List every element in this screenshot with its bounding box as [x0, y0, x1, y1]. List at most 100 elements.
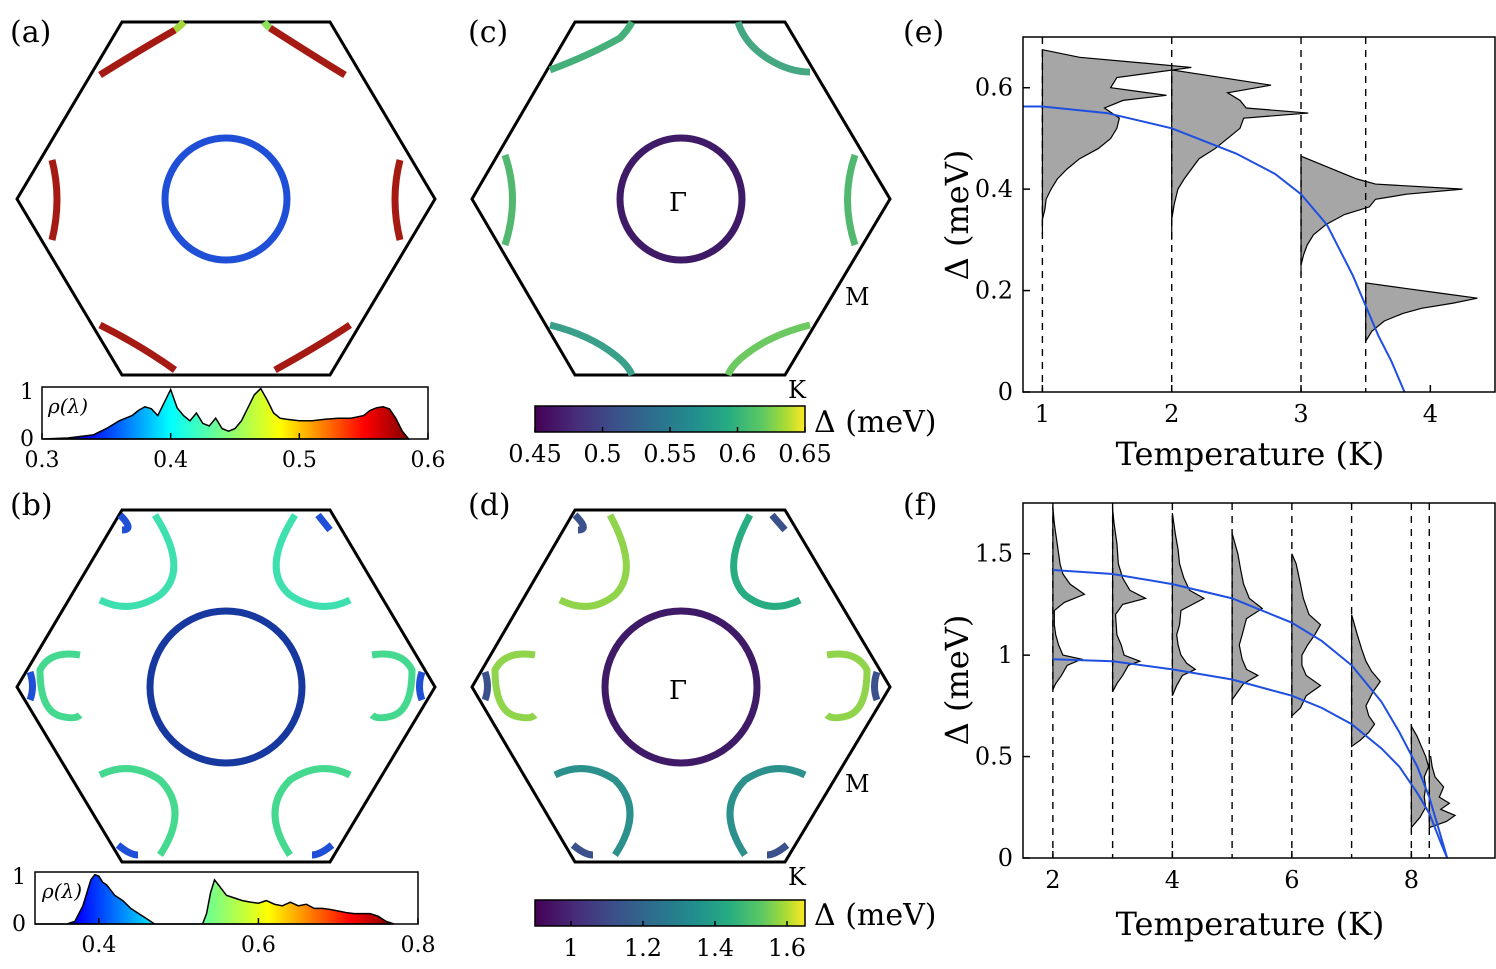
chart-f-fit-line-2: [1052, 658, 1449, 859]
hist-b-ytick-0: 0: [12, 912, 26, 937]
hist-b-frame: [34, 871, 419, 925]
fermi-pocket-d5: [553, 765, 634, 857]
fermi-pocket-a3: [48, 159, 61, 241]
fermi-pocket-c4: [844, 153, 859, 247]
chart-e-histogram-3: [1365, 282, 1478, 344]
gamma-label-d: Γ: [669, 676, 687, 706]
chart-e-ytick-0: 0: [998, 378, 1013, 406]
fermi-pocket-a6: [273, 322, 352, 374]
panel-label-f: (f): [903, 488, 938, 523]
colorbar_d-tick-2: 1.4: [696, 934, 734, 962]
fermi-pocket-b3: [36, 650, 83, 722]
panel-d-bz: Γ M K: [470, 508, 892, 891]
colorbar_d-tick-3: 1.6: [768, 934, 806, 962]
colorbar-d-label: Δ (meV): [814, 898, 936, 933]
gamma-label-c: Γ: [669, 188, 687, 218]
colorbar-c: Δ (meV) 0.45 0.5 0.55 0.6 0.65: [508, 405, 936, 468]
fermi-pocket-c3: [501, 153, 516, 247]
chart-f-xtick-1: 4: [1165, 866, 1180, 894]
hist-a: ρ(λ) 1 0 0.3 0.4 0.5 0.6: [20, 380, 446, 473]
colorbar-d: Δ (meV) 1 1.2 1.4 1.6: [534, 898, 936, 962]
chart-e-histogram-0: [1041, 48, 1192, 235]
colorbar_c-tick-2: 0.55: [643, 440, 696, 468]
bz-hexagon-b: [15, 508, 437, 864]
chart-e-histogram-2: [1300, 155, 1463, 276]
chart-e-xtick-1: 2: [1164, 400, 1179, 428]
hist-a-ytick-0: 0: [20, 427, 34, 452]
hist_a-xtick-3: 0.6: [411, 448, 446, 473]
chart-e-xtick-2: 3: [1293, 400, 1308, 428]
bz-hexagon-c: [470, 20, 892, 377]
hist-a-area: [41, 387, 411, 440]
panel-a-bz: [15, 19, 437, 377]
chart-e-ytick-1: 0.2: [975, 277, 1013, 305]
chart-e: 1 2 3 4 0 0.2 0.4 0.6 Temperature (K) Δ (meV): [938, 36, 1496, 473]
chart-f-xtick-0: 2: [1045, 866, 1060, 894]
chart-f-ytick-2: 1: [998, 641, 1013, 669]
fermi-pocket-d3: [491, 650, 538, 722]
hist-b-area: [35, 873, 395, 925]
fermi-pocket-d4: [824, 650, 871, 722]
bz-hexagon-d: [470, 508, 892, 864]
chart-e-xtick-0: 1: [1035, 400, 1050, 428]
fermi-circle-a: [161, 134, 291, 264]
chart-f-ytick-1: 0.5: [975, 743, 1013, 771]
chart-f-xlabel: Temperature (K): [1116, 905, 1385, 943]
chart-e-ylabel: Δ (meV): [938, 150, 976, 281]
fermi-pocket-c6: [724, 321, 811, 377]
panel-label-c: (c): [468, 15, 508, 50]
fermi-pocket-a1: [98, 26, 177, 78]
chart-f-histogram-0: [1052, 507, 1086, 690]
fermi-pocket-d2: [730, 513, 802, 610]
m-label-c: M: [845, 283, 870, 311]
panel-c-bz: Γ M K: [470, 20, 892, 404]
panel-label-e: (e): [903, 15, 944, 50]
chart-e-fit-line: [1023, 105, 1406, 393]
chart-f-fit-line-1: [1052, 568, 1449, 859]
fermi-pocket-b2: [272, 513, 352, 610]
hist-b-ytick-1: 1: [12, 865, 26, 890]
chart-e-ytick-2: 0.4: [975, 175, 1013, 203]
hist_a-xtick-0: 0.3: [25, 448, 60, 473]
fermi-pocket-c1: [548, 20, 636, 74]
fermi-circle-b: [146, 607, 306, 767]
fermi-pocket-a4: [391, 159, 404, 241]
chart-f-ytick-0: 0: [998, 844, 1013, 872]
chart-e-histogram-1: [1171, 69, 1309, 240]
chart-e-xtick-3: 4: [1423, 400, 1438, 428]
panel-label-d: (d): [468, 488, 511, 523]
bz-hexagon-a: [15, 20, 437, 377]
hist-a-ytick-1: 1: [20, 380, 34, 405]
chart-f-histogram-1: [1112, 509, 1148, 692]
fermi-pocket-b6: [271, 765, 352, 857]
hist_a-xtick-2: 0.5: [282, 448, 317, 473]
chart-f-xtick-3: 8: [1404, 866, 1419, 894]
chart-f-histogram-3: [1231, 533, 1264, 702]
chart-f-ylabel: Δ (meV): [938, 615, 976, 746]
colorbar_c-tick-4: 0.65: [778, 440, 831, 468]
colorbar_c-tick-1: 0.5: [583, 440, 621, 468]
hist_b-xtick-1: 0.6: [241, 933, 276, 958]
fermi-pocket-a5: [98, 321, 178, 373]
colorbar-d-gradient: [534, 899, 806, 927]
colorbar-c-label: Δ (meV): [814, 405, 936, 440]
k-label-c: K: [788, 376, 807, 404]
chart-f: 2 4 6 8 0 0.5 1 1.5 Temperature (K) Δ (meV): [938, 502, 1496, 943]
colorbar_d-tick-1: 1.2: [624, 934, 662, 962]
chart-f-xtick-2: 6: [1284, 866, 1299, 894]
hist-b-ylabel: ρ(λ): [41, 879, 82, 903]
chart-f-histogram-5: [1351, 614, 1382, 748]
fermi-circle-d: [601, 607, 761, 767]
chart-f-histogram-2: [1171, 513, 1206, 696]
fermi-pocket-b4: [369, 650, 416, 722]
chart-e-frame: [1022, 36, 1496, 393]
chart-f-histogram-4: [1291, 553, 1322, 718]
colorbar_c-tick-0: 0.45: [508, 440, 561, 468]
chart-f-ytick-3: 1.5: [975, 540, 1013, 568]
fermi-pocket-b5: [98, 765, 179, 857]
fermi-pocket-d1: [558, 513, 630, 610]
hist-a-frame: [41, 386, 429, 440]
chart-f-histogram-7: [1428, 755, 1457, 829]
chart-e-ytick-3: 0.6: [975, 74, 1013, 102]
